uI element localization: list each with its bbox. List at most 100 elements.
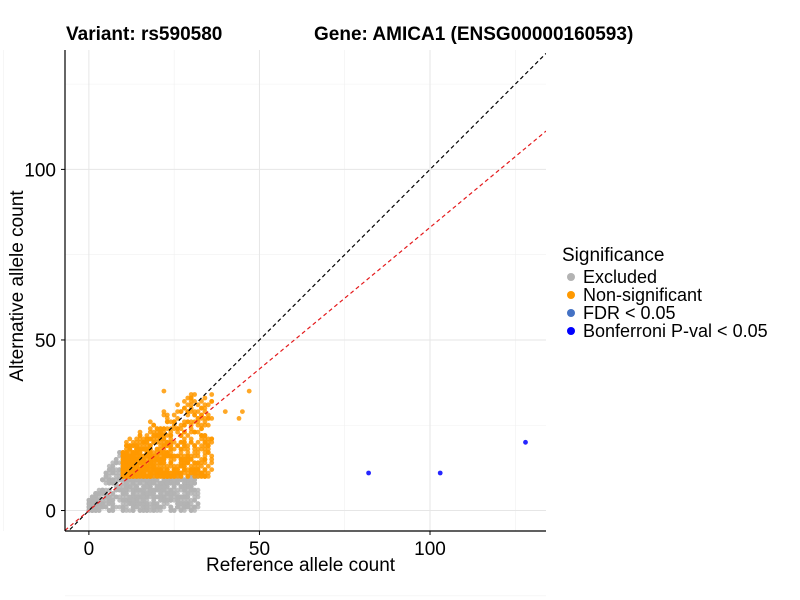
excluded-point: [86, 501, 92, 507]
non-significant-point: [185, 433, 191, 438]
non-significant-point: [205, 443, 211, 449]
non-significant-point: [158, 439, 163, 445]
non-significant-point: [171, 446, 177, 452]
excluded-point: [106, 477, 112, 483]
non-significant-point: [124, 457, 129, 462]
excluded-point: [168, 497, 174, 503]
excluded-point: [188, 477, 194, 483]
non-significant-point: [209, 416, 215, 421]
excluded-point: [141, 504, 146, 510]
non-significant-point: [195, 429, 201, 435]
non-significant-point: [127, 443, 133, 449]
non-significant-point: [168, 443, 174, 449]
excluded-point: [195, 487, 201, 493]
excluded-point: [175, 480, 181, 486]
excluded-point: [164, 477, 170, 483]
non-significant-point: [192, 453, 198, 459]
variant-title: Variant: rs590580: [66, 24, 223, 45]
excluded-point: [110, 467, 116, 472]
non-significant-point: [195, 467, 201, 472]
non-significant-point: [209, 453, 215, 459]
excluded-point: [161, 480, 167, 486]
excluded-point: [147, 480, 153, 486]
excluded-point: [161, 494, 167, 500]
excluded-point: [195, 504, 201, 510]
excluded-point: [110, 497, 116, 503]
identity-line: [67, 52, 546, 531]
excluded-point: [168, 487, 174, 493]
non-significant-point: [188, 392, 194, 397]
non-significant-point: [185, 450, 191, 455]
excluded-point: [96, 508, 102, 513]
non-significant-point: [158, 457, 163, 462]
non-significant-point: [202, 422, 208, 428]
excluded-point: [117, 453, 122, 459]
excluded-point: [127, 494, 133, 500]
excluded-point: [130, 508, 136, 513]
non-significant-point: [188, 436, 194, 442]
excluded-point: [175, 491, 181, 496]
non-significant-point: [127, 453, 133, 459]
excluded-point: [93, 491, 99, 496]
non-significant-point: [192, 467, 198, 472]
excluded-point: [96, 487, 102, 493]
excluded-point: [86, 497, 92, 503]
non-significant-point: [202, 443, 208, 449]
excluded-point: [171, 491, 177, 496]
excluded-point: [168, 494, 174, 500]
non-significant-point: [182, 467, 187, 472]
excluded-point: [100, 477, 105, 483]
non-significant-point: [158, 474, 163, 479]
non-significant-point: [161, 443, 167, 449]
bonferroni-point: [366, 470, 371, 476]
non-significant-point: [130, 453, 136, 459]
non-significant-point: [205, 450, 211, 455]
non-significant-point: [164, 467, 170, 472]
excluded-point: [192, 480, 198, 486]
non-significant-point: [137, 436, 143, 442]
non-significant-point: [209, 439, 215, 445]
excluded-point: [168, 504, 174, 510]
non-significant-point: [175, 467, 181, 472]
non-significant-point: [120, 470, 126, 476]
x-axis-label: Reference allele count: [206, 555, 396, 576]
excluded-point: [188, 504, 194, 510]
excluded-point: [134, 484, 140, 490]
non-significant-point: [161, 409, 167, 414]
excluded-point: [110, 504, 116, 510]
excluded-point: [164, 487, 170, 493]
non-significant-point: [192, 412, 198, 418]
non-significant-point: [202, 416, 208, 421]
non-significant-point: [199, 433, 204, 438]
non-significant-point: [185, 457, 191, 462]
non-significant-point: [175, 470, 181, 476]
non-significant-point: [154, 460, 160, 466]
non-significant-point: [158, 446, 163, 452]
excluded-point: [134, 480, 140, 486]
excluded-point: [110, 477, 116, 483]
legend-item-excluded: Excluded: [562, 267, 768, 287]
non-significant-point: [144, 453, 150, 459]
excluded-point: [130, 484, 136, 490]
excluded-point: [120, 487, 126, 493]
non-significant-point: [120, 467, 126, 472]
non-significant-point: [188, 453, 194, 459]
excluded-point: [106, 463, 112, 469]
excluded-point: [171, 480, 177, 486]
excluded-point: [127, 484, 133, 490]
non-significant-point: [192, 463, 198, 469]
non-significant-point: [185, 453, 191, 459]
excluded-point: [127, 480, 133, 486]
non-significant-point: [120, 457, 126, 462]
non-significant-point: [127, 450, 133, 455]
non-significant-point: [192, 409, 198, 414]
fit-line: [65, 130, 546, 531]
excluded-point: [120, 508, 126, 513]
non-significant-point: [185, 446, 191, 452]
non-significant-point: [192, 399, 198, 404]
non-significant-point: [209, 392, 215, 397]
non-significant-point: [182, 446, 187, 452]
non-significant-point: [161, 412, 167, 418]
excluded-point: [130, 494, 136, 500]
excluded-point: [192, 497, 198, 503]
